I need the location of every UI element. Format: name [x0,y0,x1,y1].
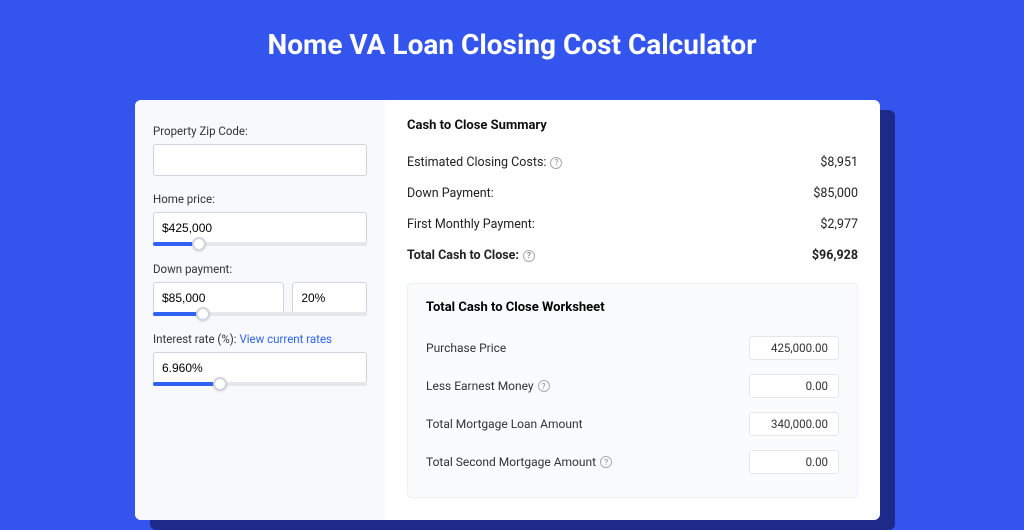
down-payment-slider[interactable] [153,312,367,316]
worksheet-value-input[interactable]: 425,000.00 [749,336,839,360]
slider-fill [153,382,217,386]
worksheet-row-label: Purchase Price [426,341,506,355]
summary-row-label: Down Payment: [407,186,494,201]
interest-rate-input[interactable] [153,352,367,384]
worksheet-title: Total Cash to Close Worksheet [426,300,839,315]
summary-row-value: $85,000 [813,186,858,201]
down-payment-label: Down payment: [153,262,367,276]
worksheet-rows: Purchase Price 425,000.00 Less Earnest Mon… [426,329,839,481]
summary-row-value: $2,977 [820,217,858,232]
help-icon[interactable]: ? [600,456,612,468]
worksheet-row: Total Second Mortgage Amount? 0.00 [426,443,839,481]
worksheet-label-text: Total Second Mortgage Amount [426,455,596,469]
summary-row: Down Payment: $85,000 [407,178,858,209]
summary-row-label: First Monthly Payment: [407,217,535,232]
worksheet-value-input[interactable]: 0.00 [749,374,839,398]
worksheet-row: Purchase Price 425,000.00 [426,329,839,367]
down-payment-input[interactable] [153,282,284,314]
home-price-label: Home price: [153,192,367,206]
slider-thumb[interactable] [196,307,210,321]
page-title: Nome VA Loan Closing Cost Calculator [0,0,1024,85]
view-rates-link[interactable]: View current rates [239,332,332,346]
summary-label-text: Total Cash to Close: [407,248,519,263]
summary-row: Estimated Closing Costs:? $8,951 [407,147,858,178]
interest-label-text: Interest rate (%): [153,332,237,346]
worksheet-label-text: Less Earnest Money [426,379,534,393]
worksheet-row-label: Less Earnest Money? [426,379,550,393]
slider-thumb[interactable] [192,237,206,251]
worksheet-row: Total Mortgage Loan Amount 340,000.00 [426,405,839,443]
summary-row-value: $8,951 [820,155,858,170]
worksheet-value-input[interactable]: 0.00 [749,450,839,474]
home-price-input[interactable] [153,212,367,244]
summary-row-label: Estimated Closing Costs:? [407,155,562,170]
home-price-group: Home price: [153,192,367,246]
worksheet-row: Less Earnest Money? 0.00 [426,367,839,405]
summary-row-label: Total Cash to Close:? [407,248,535,263]
worksheet-row-label: Total Second Mortgage Amount? [426,455,612,469]
worksheet-value-input[interactable]: 340,000.00 [749,412,839,436]
interest-rate-label: Interest rate (%): View current rates [153,332,367,346]
summary-row: Total Cash to Close:? $96,928 [407,240,858,271]
summary-row-value: $96,928 [812,248,858,263]
slider-thumb[interactable] [213,377,227,391]
worksheet-label-text: Purchase Price [426,341,506,355]
home-price-slider[interactable] [153,242,367,246]
summary-title: Cash to Close Summary [407,118,858,133]
calculator-card: Property Zip Code: Home price: Down paym… [135,100,880,520]
zip-label: Property Zip Code: [153,124,367,138]
help-icon[interactable]: ? [538,380,550,392]
summary-label-text: Down Payment: [407,186,494,201]
help-icon[interactable]: ? [523,250,535,262]
zip-input[interactable] [153,144,367,176]
summary-label-text: First Monthly Payment: [407,217,535,232]
slider-fill [153,242,196,246]
worksheet-row-label: Total Mortgage Loan Amount [426,417,583,431]
down-payment-pct-input[interactable] [292,282,367,314]
summary-rows: Estimated Closing Costs:? $8,951 Down Paym… [407,147,858,271]
summary-row: First Monthly Payment: $2,977 [407,209,858,240]
interest-rate-group: Interest rate (%): View current rates [153,332,367,386]
summary-label-text: Estimated Closing Costs: [407,155,546,170]
interest-rate-slider[interactable] [153,382,367,386]
zip-field-group: Property Zip Code: [153,124,367,176]
down-payment-group: Down payment: [153,262,367,316]
worksheet-label-text: Total Mortgage Loan Amount [426,417,583,431]
slider-fill [153,312,200,316]
input-panel: Property Zip Code: Home price: Down paym… [135,100,385,520]
worksheet-section: Total Cash to Close Worksheet Purchase P… [407,283,858,498]
help-icon[interactable]: ? [550,157,562,169]
results-panel: Cash to Close Summary Estimated Closing … [385,100,880,520]
